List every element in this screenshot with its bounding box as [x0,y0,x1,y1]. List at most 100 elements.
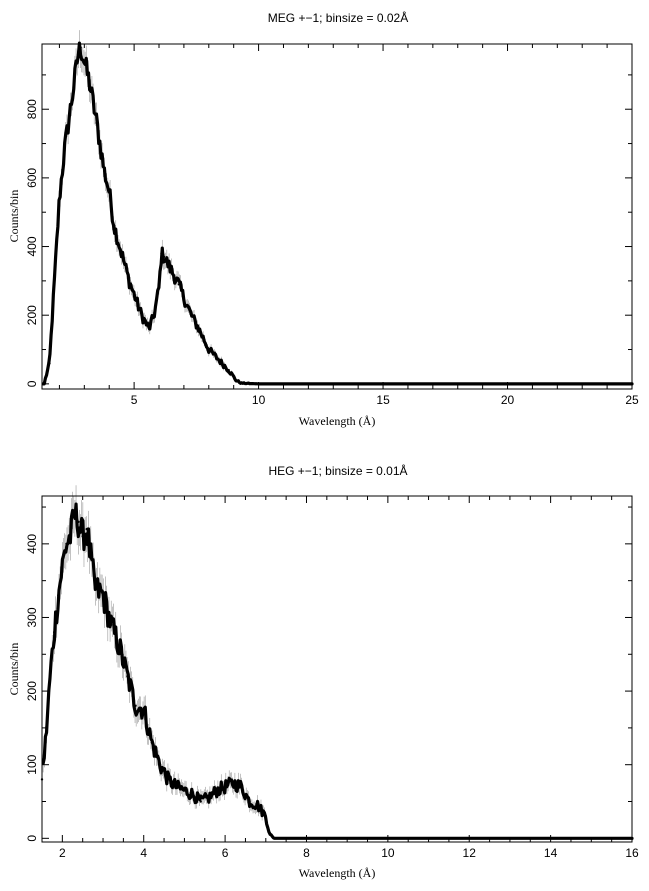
heg-data-point [175,785,178,788]
meg-data-point [227,368,230,372]
heg-data-point [232,781,235,785]
heg-data-point [85,527,88,531]
heg-data-point [150,741,154,744]
heg-data-point [256,803,259,807]
heg-data-point [81,535,84,538]
heg-data-point [93,586,97,590]
heg-data-point [53,630,56,634]
meg-data-point [73,80,76,83]
heg-x-tick-label: 2 [59,846,66,860]
heg-data-point [183,789,186,792]
heg-data-point [207,796,211,800]
heg-x-tick-label: 4 [140,846,147,860]
meg-data-point [132,293,136,296]
meg-data-point [95,121,98,125]
heg-data-point [142,708,145,711]
meg-spectrum-line [41,41,634,386]
meg-data-point [112,224,116,228]
heg-data-point [77,520,80,523]
meg-data-point [76,53,80,56]
heg-data-point [69,535,72,538]
meg-data-point [162,255,166,259]
meg-data-point [157,286,161,289]
meg-data-point [239,381,243,385]
meg-x-tick-label: 10 [252,393,266,407]
meg-plot-frame [41,43,633,390]
heg-data-point [264,815,267,818]
heg-data-point [73,513,76,516]
meg-data-point [127,279,131,283]
meg-y-tick-label: 0 [25,380,39,387]
heg-data-point [57,594,60,597]
meg-x-tick-label: 15 [376,393,390,407]
heg-data-point [199,800,202,803]
meg-data-point [83,59,86,63]
meg-data-point [217,358,220,362]
meg-data-point [53,279,56,283]
meg-data-point [182,296,186,300]
meg-data-point [170,269,173,272]
meg-data-point [43,380,46,384]
meg-x-axis-label: Wavelength (Å) [299,414,376,428]
heg-data-point [134,704,137,708]
meg-tick-labels: 5 10 15 20 25 0 200 400 600 800 [25,99,639,407]
meg-x-tick-label: 20 [501,393,515,407]
heg-y-axis-label: Counts/bin [7,643,21,696]
heg-data-point [118,645,121,649]
meg-data-point [58,197,61,200]
heg-y-tick-label: 0 [25,835,39,842]
heg-data-point [191,792,194,796]
heg-x-axis-label: Wavelength (Å) [299,866,376,880]
heg-x-tick-label: 12 [463,846,477,860]
heg-data-point [101,594,105,597]
heg-data-point [126,675,129,678]
heg-spectrum-panel: HEG +−1; binsize = 0.01Å 2 4 6 8 10 12 14 16 0 10… [7,463,639,880]
meg-series [41,41,634,386]
meg-data-point [120,252,123,255]
heg-data-point [272,837,276,840]
heg-data-point [248,800,251,803]
heg-data-point [89,557,93,560]
meg-data-point [197,327,201,331]
meg-data-point [147,327,151,331]
meg-data-point [190,313,193,317]
meg-spectrum-panel: MEG +−1; binsize = 0.02Å 5 10 15 20 25 0 200 40… [7,10,639,428]
meg-data-point [307,382,310,386]
heg-plot-frame [41,495,633,843]
meg-data-point [207,348,210,351]
heg-series [40,502,634,840]
meg-data-point [234,379,238,382]
meg-data-point [79,46,82,49]
heg-y-tick-label: 300 [25,607,39,627]
meg-data-point [160,252,163,255]
heg-data-point [48,675,52,678]
heg-x-tick-label: 8 [303,846,310,860]
heg-x-tick-label: 10 [381,846,395,860]
meg-data-point [177,283,181,286]
heg-y-tick-label: 200 [25,681,39,701]
meg-y-axis-label: Counts/bin [7,190,21,243]
meg-data-point [68,114,71,118]
heg-y-tick-label: 100 [25,754,39,774]
heg-data-point [109,623,113,627]
meg-data-point [88,80,91,83]
heg-chart-title: HEG +−1; binsize = 0.01Å [268,463,407,478]
meg-y-tick-label: 200 [25,305,39,325]
meg-data-point [63,149,66,152]
meg-error-bars [45,30,249,384]
heg-data-point [215,789,219,792]
meg-data-point [140,313,143,317]
heg-data-point [268,833,272,836]
heg-data-point [65,542,68,546]
meg-y-tick-label: 400 [25,236,39,256]
heg-x-tick-label: 6 [222,846,229,860]
meg-axis-ticks [42,44,633,389]
heg-data-point [223,785,227,788]
heg-tick-labels: 2 4 6 8 10 12 14 16 0 100 200 300 400 [25,534,639,860]
meg-y-tick-label: 600 [25,168,39,188]
meg-chart-title: MEG +−1; binsize = 0.02Å [268,10,408,25]
heg-data-point [44,734,48,737]
meg-x-tick-label: 25 [625,393,639,407]
heg-x-tick-label: 16 [625,846,639,860]
